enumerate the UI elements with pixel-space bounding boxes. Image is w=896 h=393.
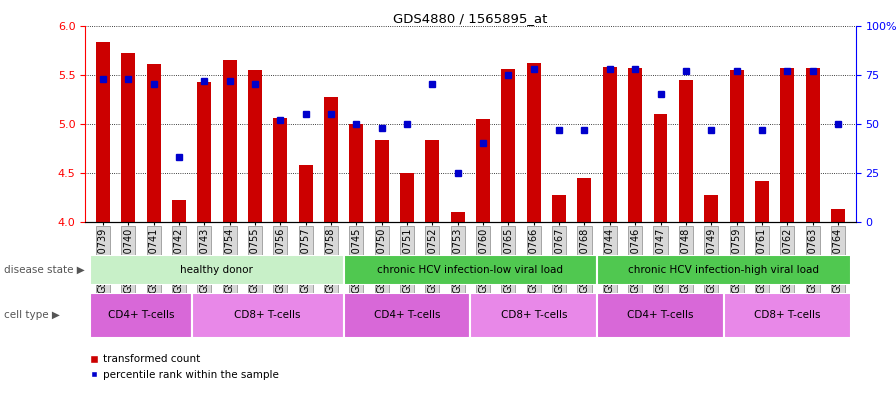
Bar: [273, 118, 288, 222]
Bar: [375, 140, 389, 222]
Bar: [806, 68, 820, 222]
Text: cell type ▶: cell type ▶: [4, 310, 60, 320]
Bar: [780, 68, 794, 222]
Bar: [248, 70, 262, 222]
Bar: [552, 195, 566, 222]
Bar: [502, 69, 515, 222]
Bar: [476, 119, 490, 222]
Bar: [324, 97, 338, 222]
Bar: [400, 173, 414, 222]
Bar: [192, 293, 344, 338]
Bar: [597, 255, 850, 285]
Bar: [578, 178, 591, 222]
Bar: [724, 293, 850, 338]
Text: CD8+ T-cells: CD8+ T-cells: [754, 310, 821, 320]
Text: chronic HCV infection-low viral load: chronic HCV infection-low viral load: [377, 265, 564, 275]
Bar: [147, 64, 160, 222]
Bar: [755, 181, 769, 222]
Text: CD8+ T-cells: CD8+ T-cells: [235, 310, 301, 320]
Bar: [470, 293, 597, 338]
Bar: [90, 293, 192, 338]
Text: disease state ▶: disease state ▶: [4, 265, 85, 275]
Text: healthy donor: healthy donor: [180, 265, 254, 275]
Text: chronic HCV infection-high viral load: chronic HCV infection-high viral load: [628, 265, 819, 275]
Bar: [628, 68, 642, 222]
Text: CD4+ T-cells: CD4+ T-cells: [627, 310, 694, 320]
Text: CD4+ T-cells: CD4+ T-cells: [108, 310, 174, 320]
Bar: [344, 293, 470, 338]
Text: CD8+ T-cells: CD8+ T-cells: [501, 310, 567, 320]
Bar: [344, 255, 597, 285]
Bar: [729, 70, 744, 222]
Bar: [121, 53, 135, 222]
Bar: [451, 212, 465, 222]
Bar: [349, 124, 363, 222]
Bar: [298, 165, 313, 222]
Bar: [197, 82, 211, 222]
Bar: [222, 60, 237, 222]
Bar: [603, 67, 616, 222]
Legend: transformed count, percentile rank within the sample: transformed count, percentile rank withi…: [86, 350, 282, 384]
Bar: [527, 63, 541, 222]
Text: GDS4880 / 1565895_at: GDS4880 / 1565895_at: [393, 12, 547, 25]
Text: CD4+ T-cells: CD4+ T-cells: [374, 310, 440, 320]
Bar: [704, 195, 719, 222]
Bar: [679, 79, 693, 222]
Bar: [90, 255, 344, 285]
Bar: [96, 42, 110, 222]
Bar: [597, 293, 724, 338]
Bar: [831, 209, 845, 222]
Bar: [653, 114, 668, 222]
Bar: [172, 200, 185, 222]
Bar: [426, 140, 439, 222]
